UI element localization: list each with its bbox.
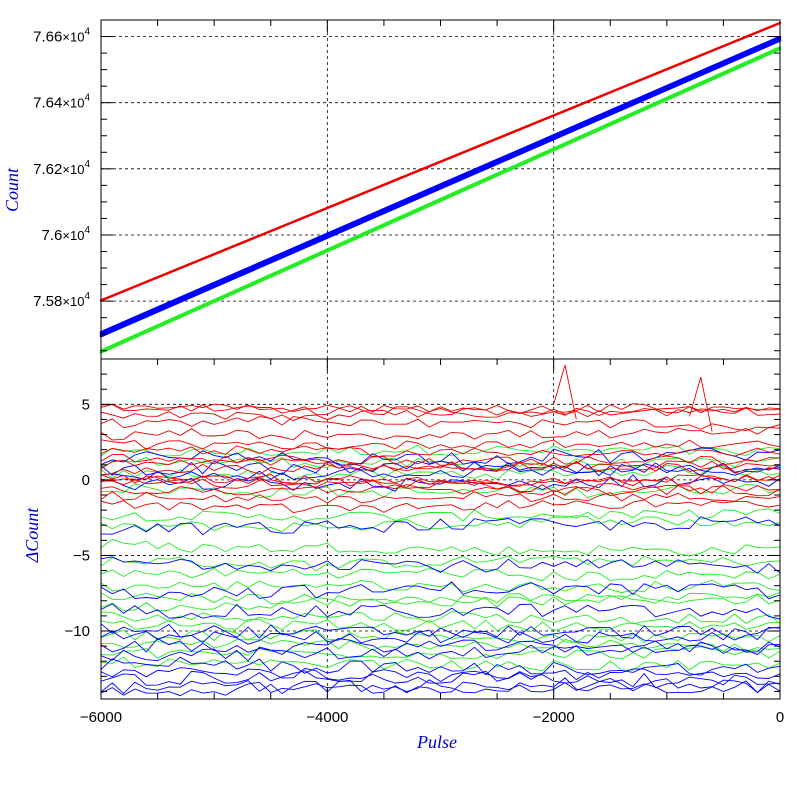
bottom-series-line [101,603,780,620]
bottom-spike-line [689,376,713,432]
bottom-frame [100,358,781,700]
bottom-series-line [101,464,780,481]
top-ytick-label: 7.64×104 [33,93,90,112]
bottom-xlabel: Pulse [416,732,457,752]
bottom-series-line [101,592,780,608]
top-ylabel: Count [2,167,22,212]
bottom-series-line [101,484,780,497]
bottom-ytick-label: −10 [65,623,90,640]
bottom-series-line [101,404,780,418]
bottom-series-line [101,515,780,533]
top-ytick-label: 7.62×104 [33,159,90,178]
bottom-series-line [101,656,780,676]
bottom-series-line [101,623,780,641]
bottom-ytick-label: 0 [82,472,90,489]
bottom-series-line [101,611,780,625]
bottom-series-line [101,474,780,489]
top-ytick-label: 7.6×104 [42,225,91,244]
bottom-series-line [101,474,780,494]
bottom-grid [101,359,780,699]
bottom-panel: −6000 −4000 −2000 0 5 0 −5 −10 ΔCount Pulse [22,358,784,752]
bottom-series-line [101,516,780,536]
bottom-series-line [101,656,780,672]
top-series-line [99,35,782,334]
bottom-series-line [101,643,780,662]
bottom-series-line [101,499,780,514]
bottom-series-line [101,638,780,653]
bottom-series-line [101,407,780,422]
bottom-series-line [101,555,780,572]
bottom-series-line [101,462,780,480]
top-series-line [99,37,782,336]
bottom-series-line [101,626,780,645]
bottom-series-line [101,677,780,695]
bottom-series-line [101,579,780,594]
bottom-series-line [101,678,780,697]
bottom-series-line [101,638,780,656]
bottom-ytick-label: −5 [73,547,90,564]
bottom-series [101,364,780,697]
bottom-series-line [101,439,780,450]
top-series [99,21,782,354]
bottom-spike-line [553,364,577,420]
bottom-series-line [101,458,780,472]
bottom-series-line [101,460,780,476]
bottom-xtick-label: 0 [776,709,784,726]
bottom-ylabel: ΔCount [22,507,42,564]
bottom-series-line [101,668,780,686]
bottom-xtick-label: −2000 [533,709,575,726]
top-series-line [99,46,782,352]
bottom-series-line [101,460,780,477]
bottom-series-line [101,667,780,689]
bottom-series-line [101,556,780,574]
bottom-series-line [101,491,780,504]
bottom-series-line [101,483,780,499]
bottom-series-line [101,591,780,612]
bottom-series-line [101,567,780,582]
bottom-xtick-label: −6000 [80,709,122,726]
bottom-ytick-label: 5 [82,396,90,413]
bottom-series-line [101,581,780,600]
bottom-series-line [101,646,780,660]
bottom-series-line [101,508,780,522]
bottom-series-line [101,629,780,644]
top-series-line [99,47,782,354]
top-ytick-label: 7.66×104 [33,27,90,46]
top-grid [101,20,780,359]
top-ytick-label: 7.58×104 [33,291,90,310]
bottom-xtick-label: −4000 [306,709,348,726]
bottom-series-line [101,403,780,414]
top-series-line [99,21,782,302]
bottom-series-line [101,444,780,457]
bottom-series-line [101,445,780,458]
bottom-series-line [101,427,780,441]
top-series-line [99,39,782,338]
bottom-series-line [101,416,780,432]
bottom-series-line [101,538,780,557]
top-ticks: 7.58×104 7.6×104 7.62×104 7.64×104 7.66×104 [33,19,781,352]
